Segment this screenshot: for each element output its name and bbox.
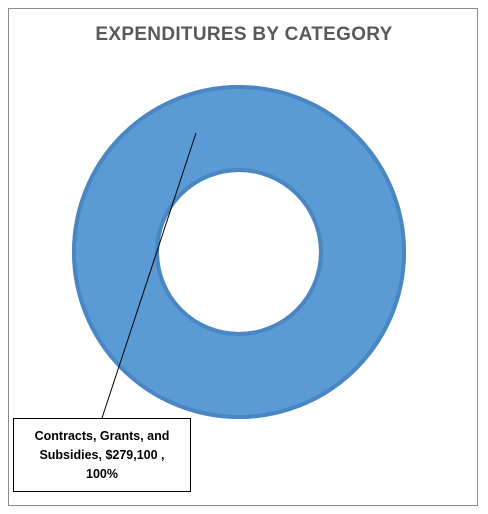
data-label-line-2: Subsidies, $279,100 , [39, 447, 165, 462]
data-label-box: Contracts, Grants, and Subsidies, $279,1… [13, 418, 191, 492]
donut-slice-0 [72, 85, 406, 419]
donut-inner-edge [155, 168, 323, 336]
data-label-line-1: Contracts, Grants, and [34, 428, 170, 443]
donut-outer-edge [72, 85, 406, 419]
chart-title: EXPENDITURES BY CATEGORY [95, 24, 393, 45]
data-label-leader-line [101, 132, 197, 419]
data-label-line-3: 100% [86, 466, 118, 481]
